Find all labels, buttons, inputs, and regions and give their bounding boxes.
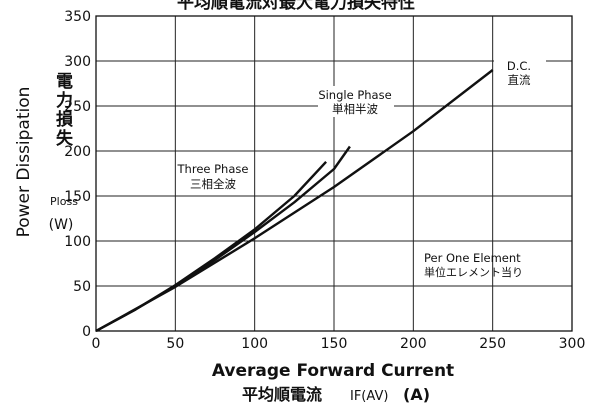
label-background xyxy=(186,161,242,193)
series-label-single-phase: Single Phase xyxy=(318,88,391,102)
series-label-dc: D.C. xyxy=(507,59,531,73)
y-axis-unit: (W) xyxy=(49,217,74,233)
series-lines xyxy=(95,69,494,333)
label-background xyxy=(318,86,394,117)
series-label-single-phase-jp: 単相半波 xyxy=(332,102,378,116)
annotation-per-element: Per One Element xyxy=(424,251,521,265)
y-tick-label: 300 xyxy=(64,54,91,70)
annotation-per-element-jp: 単位エレメント当り xyxy=(424,265,523,279)
y-tick-label: 100 xyxy=(64,234,91,250)
y-tick-label: 150 xyxy=(64,189,91,205)
x-tick-label: 150 xyxy=(321,336,348,352)
y-tick-label: 0 xyxy=(82,324,91,340)
axes xyxy=(95,15,573,332)
grid xyxy=(96,16,572,331)
y-tick-label: 50 xyxy=(73,279,91,295)
x-tick-label: 200 xyxy=(400,336,427,352)
x-axis-label: Average Forward Current xyxy=(212,361,454,381)
x-tick-label: 0 xyxy=(92,336,101,352)
series-label-three-phase-jp: 三相全波 xyxy=(190,177,236,191)
plot-frame xyxy=(95,15,573,332)
x-axis-symbol: IF(AV) xyxy=(350,389,388,404)
series-label-three-phase: Three Phase xyxy=(177,162,249,176)
label-background xyxy=(494,58,546,89)
y-axis-label-jp: 電力損失 xyxy=(52,72,73,148)
tick-labels: 0 50 100 150 200 250 300 0 50 100 150 200 250 300 350 xyxy=(64,9,585,352)
x-axis-label-jp: 平均順電流 xyxy=(242,385,322,404)
x-tick-label: 50 xyxy=(166,336,184,352)
y-tick-label: 200 xyxy=(64,144,91,160)
y-axis-symbol: Ploss xyxy=(50,195,78,208)
x-tick-label: 300 xyxy=(559,336,586,352)
x-tick-label: 250 xyxy=(479,336,506,352)
y-tick-label: 250 xyxy=(64,99,91,115)
series-label-dc-jp: 直流 xyxy=(508,73,531,87)
series-line-dc xyxy=(95,69,494,333)
x-axis-unit: (A) xyxy=(403,385,430,404)
y-axis-label: Power Dissipation xyxy=(14,87,34,238)
chart-title: 平均順電流対最大電力損失特性 xyxy=(177,0,415,13)
y-tick-label: 350 xyxy=(64,9,91,25)
x-tick-label: 100 xyxy=(241,336,268,352)
